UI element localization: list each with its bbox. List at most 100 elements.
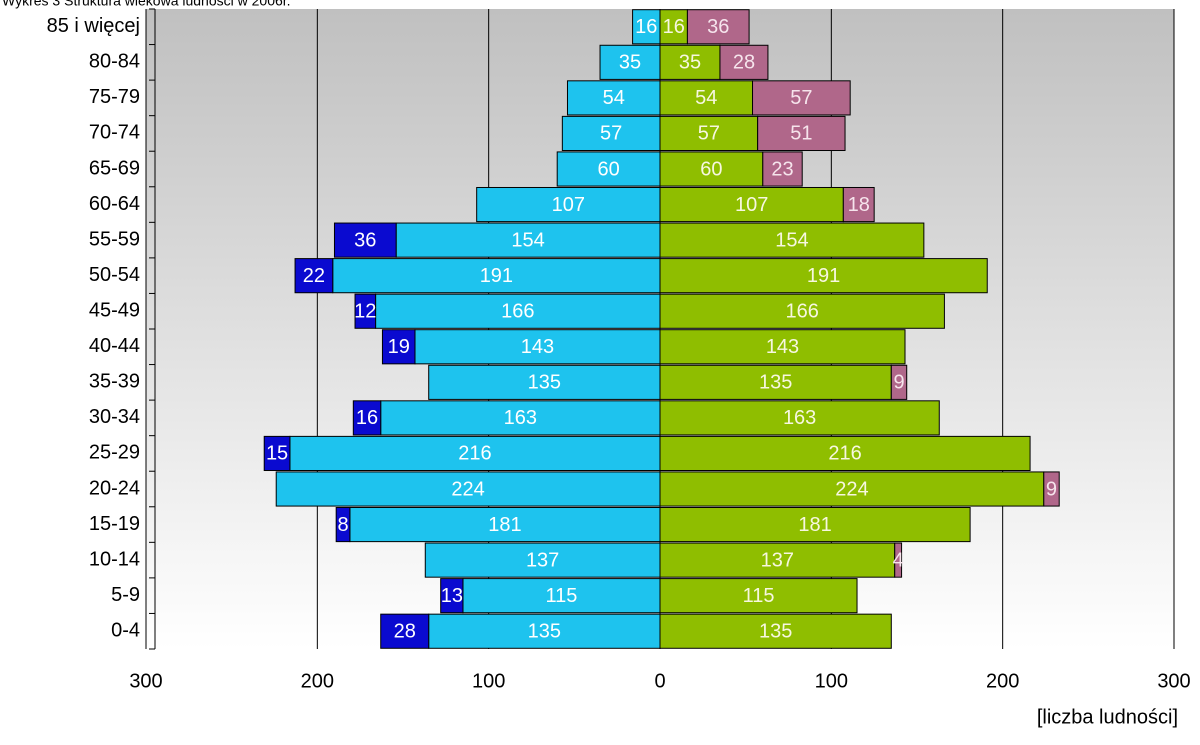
- bar: [659, 222, 925, 258]
- bar: [424, 542, 661, 578]
- data-label: 28: [733, 52, 755, 74]
- data-label: 181: [488, 514, 521, 536]
- y-tick-label: 30-34: [89, 406, 140, 428]
- bar: [275, 471, 661, 507]
- data-label: 16: [663, 16, 685, 38]
- data-label: 54: [695, 87, 717, 109]
- data-label: 28: [394, 621, 416, 643]
- data-label: 224: [835, 478, 868, 500]
- data-label: 9: [1046, 478, 1057, 500]
- x-tick-label: 200: [301, 670, 334, 692]
- bar: [632, 9, 661, 45]
- data-label: 115: [743, 585, 775, 607]
- data-label: 191: [480, 265, 513, 287]
- data-label: 181: [798, 514, 831, 536]
- bar: [659, 258, 988, 294]
- bar: [659, 151, 764, 187]
- y-tick-label: 70-74: [89, 122, 140, 144]
- data-label: 16: [356, 407, 378, 429]
- bar: [354, 293, 377, 329]
- data-label: 154: [775, 229, 808, 251]
- y-tick-label: 5-9: [111, 584, 140, 606]
- data-label: 137: [526, 549, 559, 571]
- x-tick-label: 200: [986, 670, 1019, 692]
- data-label: 23: [771, 158, 793, 180]
- y-tick-label: 10-14: [89, 548, 140, 570]
- data-label: 135: [759, 621, 792, 643]
- data-label: 107: [735, 194, 768, 216]
- bar: [476, 186, 661, 223]
- data-label: 8: [337, 514, 348, 536]
- bar: [349, 506, 661, 543]
- bar: [752, 80, 851, 116]
- data-label: 216: [828, 443, 861, 465]
- x-tick-label: 100: [472, 670, 505, 692]
- bar: [380, 613, 430, 649]
- data-label: 216: [458, 443, 491, 465]
- data-label: 57: [698, 123, 720, 145]
- bar: [395, 222, 661, 258]
- data-label: 35: [679, 52, 701, 74]
- data-label: 135: [528, 372, 561, 394]
- y-tick-label: 50-54: [89, 264, 140, 286]
- x-tick-label: 100: [815, 670, 848, 692]
- data-label: 9: [893, 372, 904, 394]
- y-tick-label: 15-19: [89, 513, 140, 535]
- y-tick-label: 45-49: [89, 300, 140, 322]
- bar: [352, 400, 382, 436]
- data-label: 115: [546, 585, 578, 607]
- data-label: 163: [783, 407, 816, 429]
- data-label: 12: [354, 301, 376, 323]
- bar: [381, 329, 416, 365]
- data-label: 13: [441, 585, 463, 607]
- y-tick-label: 65-69: [89, 157, 140, 179]
- data-label: 163: [504, 407, 537, 429]
- y-tick-label: 55-59: [89, 228, 140, 250]
- data-label: 36: [354, 229, 376, 251]
- data-label: 4: [893, 549, 904, 571]
- bar: [659, 542, 896, 578]
- data-label: 19: [388, 336, 410, 358]
- data-label: 107: [552, 194, 585, 216]
- data-label: 18: [848, 194, 870, 216]
- bar: [659, 471, 1045, 507]
- bar: [335, 506, 351, 543]
- bar: [659, 9, 688, 45]
- data-label: 137: [761, 549, 794, 571]
- data-label: 166: [786, 301, 819, 323]
- bar: [659, 435, 1031, 472]
- y-tick-label: 0-4: [111, 620, 140, 642]
- bar: [380, 400, 661, 436]
- data-label: 51: [790, 123, 812, 145]
- data-label: 135: [528, 621, 561, 643]
- x-tick-label: 300: [129, 670, 162, 692]
- bar: [686, 9, 750, 45]
- bar: [890, 364, 908, 400]
- bar: [659, 400, 940, 436]
- data-label: 22: [303, 265, 325, 287]
- data-label: 15: [266, 443, 288, 465]
- bar: [561, 115, 661, 152]
- data-label: 35: [619, 52, 641, 74]
- bar: [659, 506, 971, 543]
- chart-title: Wykres 3 Struktura wiekowa ludności w 20…: [2, 0, 291, 9]
- data-label: 57: [600, 123, 622, 145]
- data-label: 16: [635, 16, 657, 38]
- bar: [294, 258, 334, 294]
- y-tick-label: 25-29: [89, 442, 140, 464]
- bar: [556, 151, 661, 187]
- y-tick-label: 35-39: [89, 371, 140, 393]
- bar: [659, 115, 759, 152]
- bar: [842, 186, 875, 223]
- bar: [1043, 471, 1060, 507]
- bar: [659, 364, 892, 400]
- y-tick-label: 85 i więcej: [47, 15, 140, 37]
- x-tick-label: 300: [1157, 670, 1190, 692]
- bar: [263, 435, 291, 472]
- bar: [659, 80, 754, 116]
- bar: [659, 329, 906, 365]
- bar: [659, 186, 844, 223]
- data-label: 60: [700, 158, 722, 180]
- data-label: 60: [597, 158, 619, 180]
